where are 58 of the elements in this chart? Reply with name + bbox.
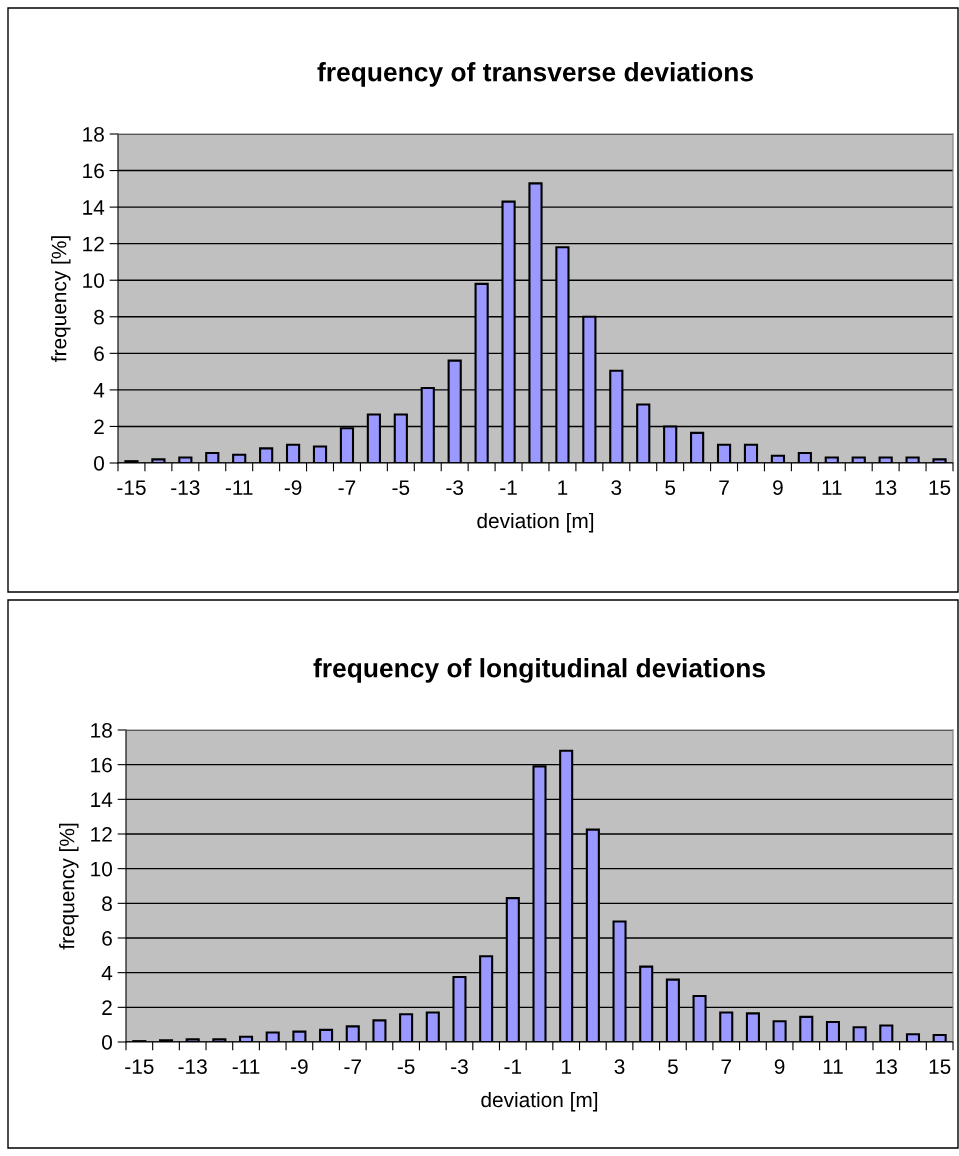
- x-tick-label: -1: [500, 480, 517, 495]
- x-tick-label: -3: [446, 480, 464, 495]
- y-tick-label: 14: [83, 200, 105, 215]
- y-tick-label: 8: [102, 896, 112, 912]
- x-axis-title: deviation [m]: [481, 1091, 598, 1112]
- x-tick-label: -11: [232, 1059, 260, 1074]
- y-tick-label: 10: [91, 861, 112, 877]
- x-tick-label: -5: [392, 480, 410, 495]
- x-tick-label: 5: [665, 480, 676, 495]
- x-tick-label: 13: [875, 480, 897, 495]
- y-tick-label: 12: [83, 236, 104, 252]
- y-tick-label: 18: [83, 127, 104, 142]
- chart-title: frequency of transverse deviations: [317, 62, 753, 87]
- y-tick-label: 0: [94, 456, 104, 471]
- x-tick-label: 7: [721, 1059, 731, 1074]
- x-tick-label: -9: [291, 1059, 308, 1074]
- x-tick-label: -1: [504, 1059, 522, 1074]
- y-tick-label: 8: [94, 309, 104, 325]
- x-tick-label: 7: [719, 480, 729, 495]
- x-tick-label: 11: [823, 1059, 843, 1074]
- x-tick-label: -11: [225, 480, 253, 495]
- y-tick-label: 14: [91, 792, 113, 807]
- x-tick-label: 1: [561, 1059, 571, 1074]
- x-tick-label: -9: [284, 480, 302, 495]
- y-tick-label: 18: [91, 723, 112, 738]
- x-tick-label: 3: [614, 1059, 625, 1074]
- y-tick-label: 16: [91, 757, 112, 773]
- y-tick-label: 2: [102, 1000, 112, 1015]
- x-tick-label: -15: [117, 480, 146, 495]
- chart-title: frequency of longitudinal deviations: [313, 658, 765, 683]
- x-tick-label: 15: [929, 480, 951, 495]
- y-tick-label: 6: [94, 346, 104, 362]
- y-tick-label: 16: [83, 163, 104, 179]
- x-axis-title: deviation [m]: [477, 512, 594, 533]
- x-tick-label: 3: [611, 480, 622, 495]
- x-tick-label: -3: [451, 1059, 468, 1074]
- x-tick-label: -13: [178, 1059, 207, 1074]
- y-tick-label: 4: [101, 965, 113, 981]
- y-tick-label: 12: [91, 827, 112, 842]
- x-tick-label: 11: [822, 480, 842, 495]
- y-axis-title: frequency [%]: [51, 236, 71, 362]
- x-tick-label: -5: [397, 1059, 415, 1074]
- y-tick-label: 10: [83, 273, 104, 288]
- y-axis-title: frequency [%]: [59, 823, 79, 950]
- x-tick-label: 1: [558, 480, 568, 495]
- y-tick-label: 2: [94, 419, 104, 434]
- x-tick-label: 9: [774, 1059, 785, 1074]
- x-tick-label: -7: [344, 1059, 361, 1074]
- x-tick-label: -15: [125, 1059, 154, 1074]
- x-tick-label: -7: [338, 480, 356, 495]
- y-tick-label: 4: [93, 383, 105, 398]
- x-tick-label: 13: [876, 1059, 897, 1074]
- y-tick-label: 0: [102, 1035, 112, 1050]
- x-tick-label: -13: [171, 480, 200, 495]
- x-tick-label: 15: [929, 1059, 951, 1074]
- x-tick-label: 5: [667, 1059, 678, 1074]
- x-tick-label: 9: [773, 480, 783, 495]
- y-tick-label: 6: [102, 931, 112, 946]
